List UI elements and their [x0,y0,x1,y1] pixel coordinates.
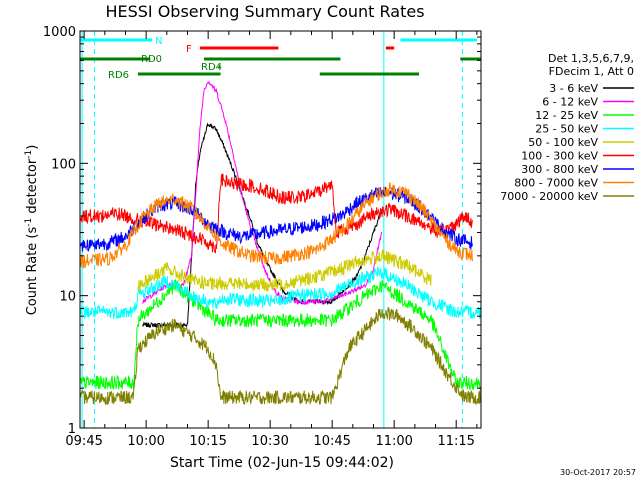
x-tick-label: 10:30 [251,434,288,449]
series-line-7000-20000-kev [80,306,481,406]
series-line-25-50-kev [80,266,481,320]
x-tick-label: 11:00 [375,434,412,449]
y-axis-label: Count Rate (s-1 detector-1) [24,145,40,316]
y-axis-label-sup2: -1 [24,150,34,159]
series-25-50-kev [80,266,481,320]
legend-item-7000-20000-kev: 7000 - 20000 keV [500,190,634,203]
legend-item-50-100-kev: 50 - 100 keV [528,136,634,149]
x-axis: 09:45 10:00 10:15 10:30 10:45 11:00 11:15 [65,31,478,449]
legend-label: 100 - 300 keV [521,150,598,163]
flag-rd4: RD4 [201,62,222,73]
y-tick-label: 100 [51,157,76,172]
x-tick-label: 10:15 [189,434,226,449]
x-tick-label: 09:45 [65,434,102,449]
x-axis-label: Start Time (02-Jun-15 09:44:02) [170,455,394,471]
flag-n: N [80,36,477,47]
series-7000-20000-kev [80,306,481,406]
y-axis: 1 10 100 1000 [43,25,481,437]
legend-item-12-25-kev: 12 - 25 keV [535,109,634,122]
flag-f: F [186,44,395,55]
series-line-3-6-kev [142,122,383,330]
series-3-6-kev [142,122,383,330]
legend-item-100-300-kev: 100 - 300 keV [521,150,634,163]
series-line-800-7000-kev [80,182,473,269]
x-tick-label: 11:15 [437,434,474,449]
y-tick-label: 10 [59,290,76,305]
series-line-300-800-kev [80,186,473,252]
flag-label-rd6: RD6 [108,70,129,81]
flag-rd6: RD6 [108,70,419,81]
series-line-100-300-kev [80,173,473,254]
legend-label: 800 - 7000 keV [514,177,598,190]
chart-title: HESSI Observing Summary Count Rates [105,2,424,21]
generation-timestamp: 30-Oct-2017 20:57 [560,468,636,477]
plot-inner [80,31,481,428]
legend-item-800-7000-kev: 800 - 7000 keV [514,177,634,190]
series-100-300-kev [80,173,473,254]
flag-label-f: F [186,44,192,55]
y-tick-label: 1 [68,422,76,437]
x-tick-label: 10:45 [313,434,350,449]
series-50-100-kev [137,249,432,292]
y-axis-label-end: ) [25,145,40,150]
legend-label: 7000 - 20000 keV [500,190,598,203]
legend-label: 6 - 12 keV [542,96,598,109]
legend-item-300-800-kev: 300 - 800 keV [521,163,634,176]
legend-title-line-2: FDecim 1, Att 0 [549,65,634,78]
legend-item-25-50-kev: 25 - 50 keV [535,123,634,136]
plot-area: N F RD0 RD4 RD6 [80,31,481,428]
series-12-25-kev [80,279,481,392]
y-axis-label-mid: detector [25,158,40,218]
flag-label-rd0: RD0 [141,54,162,65]
y-axis-label-sup1: -1 [24,218,34,227]
flag-label-n: N [155,36,162,47]
flag-label-rd4: RD4 [201,62,222,73]
series-line-50-100-kev [137,249,432,292]
plot-frame [79,30,482,429]
legend-label: 25 - 50 keV [535,123,598,136]
y-tick-label: 1000 [43,25,76,40]
legend-item-6-12-kev: 6 - 12 keV [542,96,634,109]
flag-rd0: RD0 [80,54,481,65]
legend-label: 12 - 25 keV [535,109,598,122]
legend-label: 3 - 6 keV [549,82,598,95]
legend-label: 300 - 800 keV [521,163,598,176]
legend: Det 1,3,5,6,7,9, FDecim 1, Att 0 3 - 6 k… [500,52,634,203]
y-axis-label-main: Count Rate (s [25,227,40,316]
x-tick-label: 10:00 [127,434,164,449]
legend-item-3-6-kev: 3 - 6 keV [549,82,634,95]
series-800-7000-kev [80,182,473,269]
series-line-12-25-kev [80,279,481,392]
series-300-800-kev [80,186,473,252]
legend-title-line-1: Det 1,3,5,6,7,9, [548,52,634,65]
legend-label: 50 - 100 keV [528,136,598,149]
